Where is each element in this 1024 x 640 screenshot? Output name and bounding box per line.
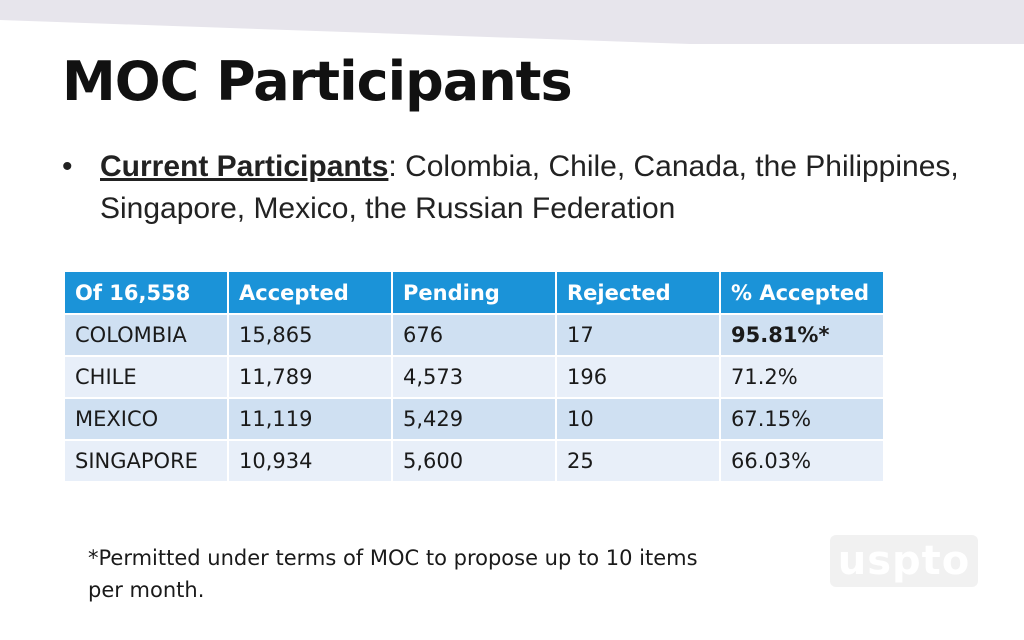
country-cell: SINGAPORE (65, 441, 227, 481)
top-decorative-band (0, 0, 1024, 44)
header-cell-total: Of 16,558 (65, 272, 227, 313)
percent-accepted-cell: 66.03% (721, 441, 883, 481)
bullet-dot-icon: • (62, 150, 73, 183)
table-row: COLOMBIA 15,865 676 17 95.81%* (65, 315, 883, 355)
bullet-text: Current Participants: Colombia, Chile, C… (100, 146, 962, 230)
header-cell-pending: Pending (393, 272, 555, 313)
percent-accepted-cell: 95.81%* (721, 315, 883, 355)
country-cell: MEXICO (65, 399, 227, 439)
table-header-row: Of 16,558 Accepted Pending Rejected % Ac… (65, 272, 883, 313)
percent-accepted-cell: 71.2% (721, 357, 883, 397)
rejected-cell: 10 (557, 399, 719, 439)
footnote: *Permitted under terms of MOC to propose… (88, 546, 698, 602)
pending-cell: 5,600 (393, 441, 555, 481)
bullet-label: Current Participants (100, 150, 389, 183)
header-cell-rejected: Rejected (557, 272, 719, 313)
table-row: MEXICO 11,119 5,429 10 67.15% (65, 399, 883, 439)
rejected-cell: 196 (557, 357, 719, 397)
country-cell: CHILE (65, 357, 227, 397)
accepted-cell: 11,789 (229, 357, 391, 397)
uspto-logo: uspto (830, 535, 978, 587)
accepted-cell: 11,119 (229, 399, 391, 439)
table-row: CHILE 11,789 4,573 196 71.2% (65, 357, 883, 397)
header-cell-accepted: Accepted (229, 272, 391, 313)
table-row: SINGAPORE 10,934 5,600 25 66.03% (65, 441, 883, 481)
country-cell: COLOMBIA (65, 315, 227, 355)
pending-cell: 5,429 (393, 399, 555, 439)
accepted-cell: 15,865 (229, 315, 391, 355)
pending-cell: 676 (393, 315, 555, 355)
rejected-cell: 17 (557, 315, 719, 355)
rejected-cell: 25 (557, 441, 719, 481)
participants-bullet: • Current Participants: Colombia, Chile,… (62, 146, 962, 230)
page-title: MOC Participants (62, 50, 573, 113)
pending-cell: 4,573 (393, 357, 555, 397)
bullet-participant-list: : Colombia, Chile, Canada, the Philippin… (100, 150, 959, 225)
percent-accepted-cell: 67.15% (721, 399, 883, 439)
participants-table: Of 16,558 Accepted Pending Rejected % Ac… (63, 270, 885, 483)
header-cell-percent-accepted: % Accepted (721, 272, 883, 313)
accepted-cell: 10,934 (229, 441, 391, 481)
